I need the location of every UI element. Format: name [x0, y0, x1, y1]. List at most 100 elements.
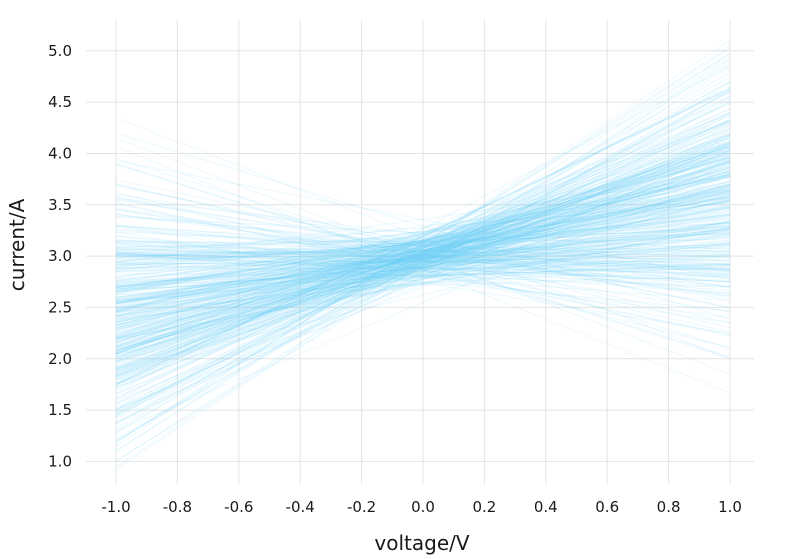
series-line	[115, 211, 731, 271]
series-line	[115, 216, 731, 250]
series-line	[115, 119, 731, 386]
series-line	[115, 95, 731, 399]
series-line	[115, 188, 731, 293]
series-line	[115, 261, 731, 275]
x-tick-label: -0.8	[163, 498, 192, 516]
x-axis-label: voltage/V	[374, 531, 469, 555]
series-line	[115, 127, 731, 355]
series-line	[115, 162, 731, 411]
series-line	[115, 225, 731, 290]
series-line	[115, 163, 731, 358]
series-line	[115, 150, 731, 354]
series-line	[115, 199, 731, 350]
series-line	[115, 202, 731, 336]
series-line	[115, 76, 731, 429]
series-line	[115, 123, 731, 389]
series-line	[115, 250, 731, 294]
series-line	[115, 222, 731, 329]
series-line	[115, 155, 731, 341]
series-line	[115, 142, 731, 377]
series-line	[115, 159, 731, 374]
x-gridlines	[115, 20, 731, 484]
series-line	[115, 111, 731, 399]
series-line	[115, 132, 731, 376]
series-line	[115, 151, 731, 402]
series-line	[115, 114, 731, 408]
series-line	[115, 273, 731, 277]
series-line	[115, 213, 731, 297]
x-tick-label: 0.6	[595, 498, 619, 516]
x-tick-label: 0.0	[411, 498, 435, 516]
series-line	[115, 149, 731, 347]
series-line	[115, 203, 731, 355]
series-line	[115, 224, 731, 298]
x-tick-label: -1.0	[101, 498, 130, 516]
series-line	[115, 137, 731, 375]
series-line	[115, 89, 731, 440]
series-line	[115, 250, 731, 281]
series-line	[115, 176, 731, 304]
series-line	[115, 254, 731, 313]
series-line	[115, 197, 731, 362]
series-line	[115, 159, 731, 362]
series-line	[115, 225, 731, 266]
series-line	[115, 255, 731, 269]
series-line	[115, 256, 731, 265]
series-line	[115, 252, 731, 269]
series-line	[115, 231, 731, 258]
series-line	[115, 155, 731, 354]
series-line	[115, 244, 731, 275]
series-line	[115, 275, 731, 295]
series-line	[115, 198, 731, 339]
series-line	[115, 236, 731, 294]
series-line	[115, 146, 731, 332]
series-lines	[115, 40, 731, 471]
series-line	[115, 175, 731, 263]
y-tick-label: 4.0	[48, 144, 72, 162]
series-line	[115, 153, 731, 312]
series-line	[115, 149, 731, 419]
series-line	[115, 183, 731, 328]
series-line	[115, 147, 731, 371]
x-tick-label: -0.2	[347, 498, 376, 516]
series-line	[115, 136, 731, 381]
series-line	[115, 168, 731, 312]
series-line	[115, 239, 731, 279]
series-line	[115, 125, 731, 348]
series-line	[115, 173, 731, 355]
y-tick-labels: 1.0 1.5 2.0 2.5 3.0 3.5 4.0 4.5 5.0	[48, 42, 72, 471]
series-line	[115, 107, 731, 410]
series-line	[115, 223, 731, 288]
series-line	[115, 186, 731, 320]
y-tick-label: 1.5	[48, 401, 72, 419]
y-tick-label: 2.0	[48, 350, 72, 368]
series-line	[115, 231, 731, 284]
series-line	[115, 235, 731, 287]
series-line	[115, 221, 731, 298]
series-line	[115, 158, 731, 329]
series-line	[115, 253, 731, 270]
series-line	[115, 189, 731, 338]
x-tick-label: -0.6	[224, 498, 253, 516]
series-line	[115, 165, 731, 304]
series-line	[115, 252, 731, 266]
series-line	[115, 143, 731, 378]
series-line	[115, 90, 731, 442]
series-line	[115, 134, 731, 388]
y-tick-label: 4.5	[48, 93, 72, 111]
series-line	[115, 217, 731, 270]
series-line	[115, 173, 731, 323]
series-line	[115, 243, 731, 301]
series-line	[115, 252, 731, 283]
series-line	[115, 166, 731, 362]
series-line	[115, 145, 731, 368]
series-line	[115, 149, 731, 411]
series-line	[115, 252, 731, 302]
series-line	[115, 213, 731, 288]
series-line	[115, 199, 731, 351]
series-line	[115, 194, 731, 350]
series-line	[115, 226, 731, 314]
x-tick-label: 0.2	[472, 498, 496, 516]
series-line	[115, 254, 731, 288]
